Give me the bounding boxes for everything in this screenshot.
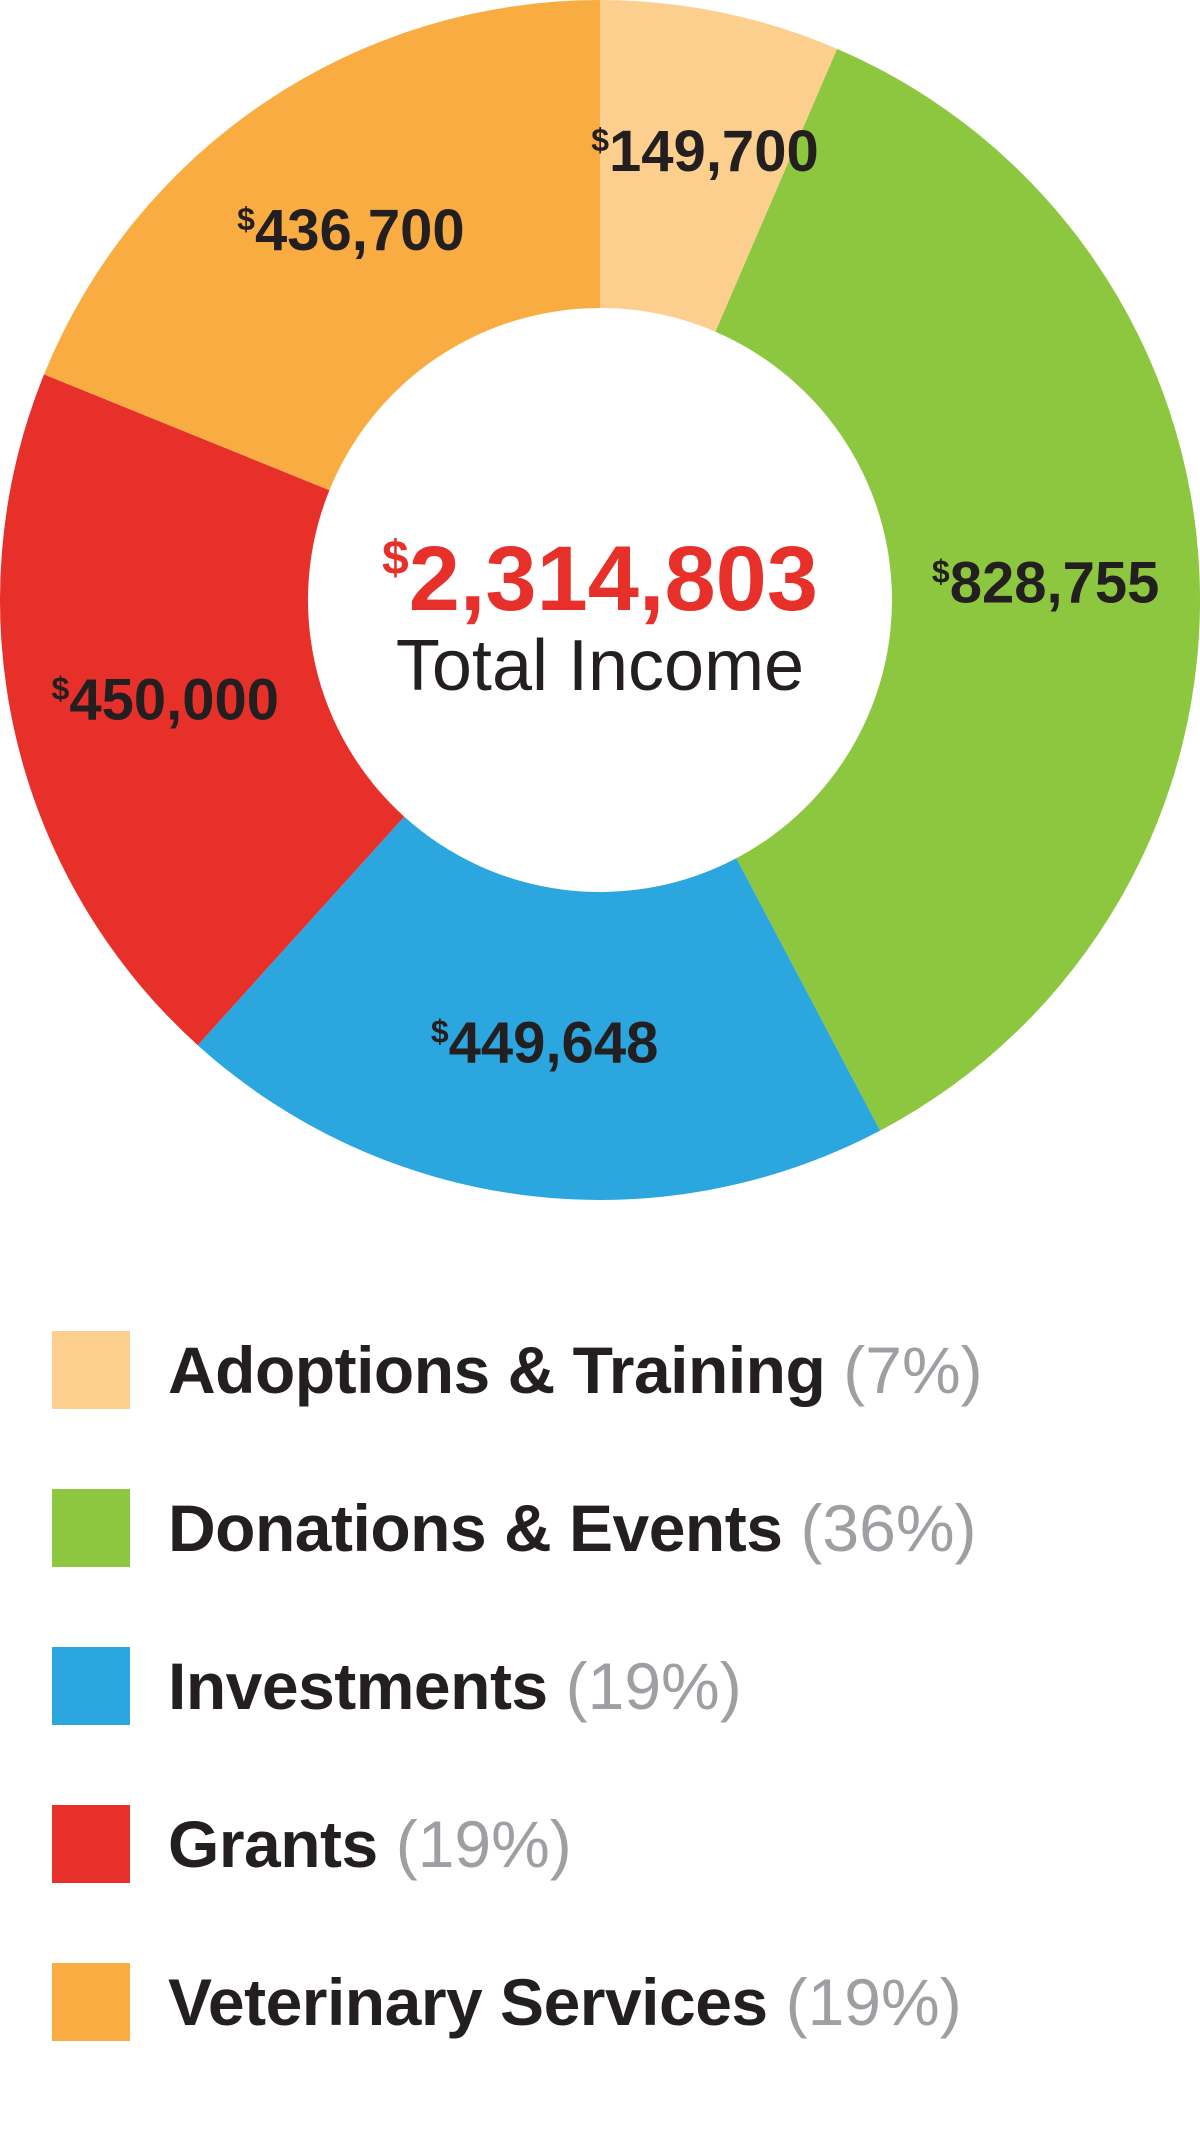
legend-item: Donations & Events (36%): [52, 1488, 1172, 1568]
legend-item: Veterinary Services (19%): [52, 1962, 1172, 2042]
legend-swatch: [52, 1489, 130, 1567]
pie-slice: [197, 816, 881, 1201]
total-currency-symbol: $: [382, 532, 409, 585]
legend-label: Investments: [168, 1649, 548, 1723]
slice-labels-group: $149,700 $828,755 $449,648 $450,000 $436,700: [52, 119, 1160, 1075]
legend-item: Investments (19%): [52, 1646, 1172, 1726]
legend-label: Donations & Events: [168, 1491, 783, 1565]
legend-swatch: [52, 1805, 130, 1883]
pie-slice: [600, 0, 838, 332]
legend-item: Adoptions & Training (7%): [52, 1330, 1172, 1410]
slice-value-label: $149,700: [591, 119, 818, 184]
legend-percent: (36%): [800, 1491, 977, 1565]
total-income-value: $2,314,803: [382, 528, 818, 630]
legend-swatch: [52, 1963, 130, 2041]
legend-label: Adoptions & Training: [168, 1333, 826, 1407]
legend-percent: (19%): [565, 1649, 742, 1723]
legend-item: Grants (19%): [52, 1804, 1172, 1884]
legend: Adoptions & Training (7%) Donations & Ev…: [52, 1330, 1172, 2120]
donut-chart: $149,700 $828,755 $449,648 $450,000 $436,700…: [0, 0, 1200, 1201]
legend-percent: (19%): [395, 1807, 572, 1881]
total-income-caption: Total Income: [396, 626, 804, 706]
slice-value-label: $436,700: [237, 198, 464, 263]
pie-slice: [0, 374, 405, 1046]
slice-value-label: $828,755: [932, 550, 1159, 615]
legend-swatch: [52, 1331, 130, 1409]
pie-slice: [44, 0, 600, 491]
legend-percent: (7%): [843, 1333, 983, 1407]
center-total: $2,314,803 Total Income: [382, 528, 818, 706]
legend-percent: (19%): [785, 1965, 962, 2039]
legend-swatch: [52, 1647, 130, 1725]
donut-svg: $149,700 $828,755 $449,648 $450,000 $436,700…: [0, 0, 1200, 1201]
slice-value-label: $450,000: [52, 668, 279, 733]
legend-label: Grants: [168, 1807, 378, 1881]
legend-label: Veterinary Services: [168, 1965, 768, 2039]
pie-slice: [715, 48, 1200, 1131]
total-amount: 2,314,803: [409, 528, 818, 630]
slices-group: [0, 0, 1200, 1201]
slice-value-label: $449,648: [431, 1011, 658, 1076]
